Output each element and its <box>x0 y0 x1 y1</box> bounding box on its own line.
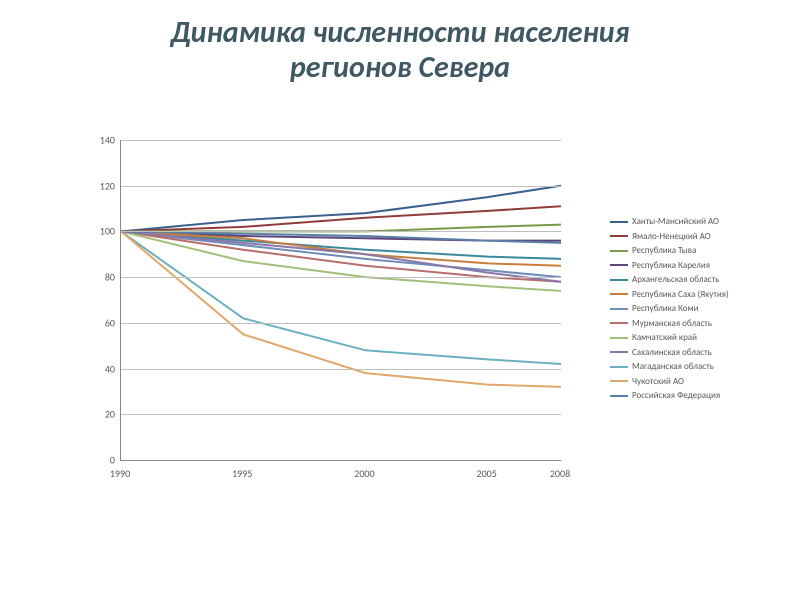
legend-swatch <box>610 221 628 223</box>
legend-label: Российская Федерация <box>632 389 720 403</box>
gridline <box>121 140 561 141</box>
xtick-label: 2008 <box>550 467 570 480</box>
ytick-label: 100 <box>80 225 115 238</box>
gridline <box>121 323 561 324</box>
legend-label: Сахалинская область <box>632 346 712 360</box>
ytick-label: 60 <box>80 316 115 329</box>
legend-item: Архангельская область <box>610 273 785 287</box>
legend-item: Мурманская область <box>610 317 785 331</box>
legend-item: Магаданская область <box>610 360 785 374</box>
title-line-2: регионов Севера <box>290 49 510 86</box>
legend-swatch <box>610 264 628 266</box>
legend-swatch <box>610 351 628 353</box>
chart: 0 20 40 60 80 100 120 140 1990 1995 2000 2005 2008 <box>80 130 580 490</box>
legend-swatch <box>610 322 628 324</box>
legend-swatch <box>610 380 628 382</box>
legend-label: Камчатский край <box>632 331 697 345</box>
ytick-label: 40 <box>80 362 115 375</box>
legend-item: Ямало-Ненецкий АО <box>610 230 785 244</box>
legend-item: Республика Коми <box>610 302 785 316</box>
ytick-label: 0 <box>80 454 115 467</box>
legend-label: Архангельская область <box>632 273 719 287</box>
title-line-1: Динамика численности населения <box>170 14 629 51</box>
legend-label: Чукотский АО <box>632 375 684 389</box>
legend-swatch <box>610 337 628 339</box>
legend-swatch <box>610 279 628 281</box>
xtick-label: 2000 <box>354 467 374 480</box>
gridline <box>121 277 561 278</box>
legend-label: Ямало-Ненецкий АО <box>632 230 711 244</box>
legend-label: Республика Тыва <box>632 244 696 258</box>
legend-item: Ханты-Мансийский АО <box>610 215 785 229</box>
slide: Динамика численности населения регионов … <box>0 0 800 600</box>
legend-item: Республика Саха (Якутия) <box>610 288 785 302</box>
ytick-label: 140 <box>80 134 115 147</box>
slide-title: Динамика численности населения регионов … <box>0 16 800 85</box>
legend-label: Магаданская область <box>632 360 714 374</box>
legend-swatch <box>610 293 628 295</box>
xtick-label: 1995 <box>232 467 252 480</box>
legend-item: Камчатский край <box>610 331 785 345</box>
legend-swatch <box>610 250 628 252</box>
legend-item: Республика Карелия <box>610 259 785 273</box>
xtick-label: 1990 <box>110 467 130 480</box>
legend-item: Республика Тыва <box>610 244 785 258</box>
legend-label: Республика Саха (Якутия) <box>632 288 729 302</box>
plot-area <box>120 140 561 461</box>
gridline <box>121 186 561 187</box>
legend: Ханты-Мансийский АОЯмало-Ненецкий АОРесп… <box>610 215 785 404</box>
legend-label: Республика Карелия <box>632 259 710 273</box>
gridline <box>121 231 561 232</box>
legend-label: Республика Коми <box>632 302 699 316</box>
series-line <box>121 186 561 232</box>
xtick-label: 2005 <box>477 467 497 480</box>
series-line <box>121 231 561 387</box>
legend-label: Мурманская область <box>632 317 712 331</box>
legend-swatch <box>610 308 628 310</box>
ytick-label: 20 <box>80 408 115 421</box>
legend-item: Сахалинская область <box>610 346 785 360</box>
gridline <box>121 414 561 415</box>
legend-swatch <box>610 366 628 368</box>
ytick-label: 120 <box>80 179 115 192</box>
legend-item: Чукотский АО <box>610 375 785 389</box>
legend-label: Ханты-Мансийский АО <box>632 215 719 229</box>
gridline <box>121 369 561 370</box>
ytick-label: 80 <box>80 271 115 284</box>
legend-item: Российская Федерация <box>610 389 785 403</box>
legend-swatch <box>610 395 628 397</box>
lines-svg <box>121 140 561 460</box>
legend-swatch <box>610 235 628 237</box>
